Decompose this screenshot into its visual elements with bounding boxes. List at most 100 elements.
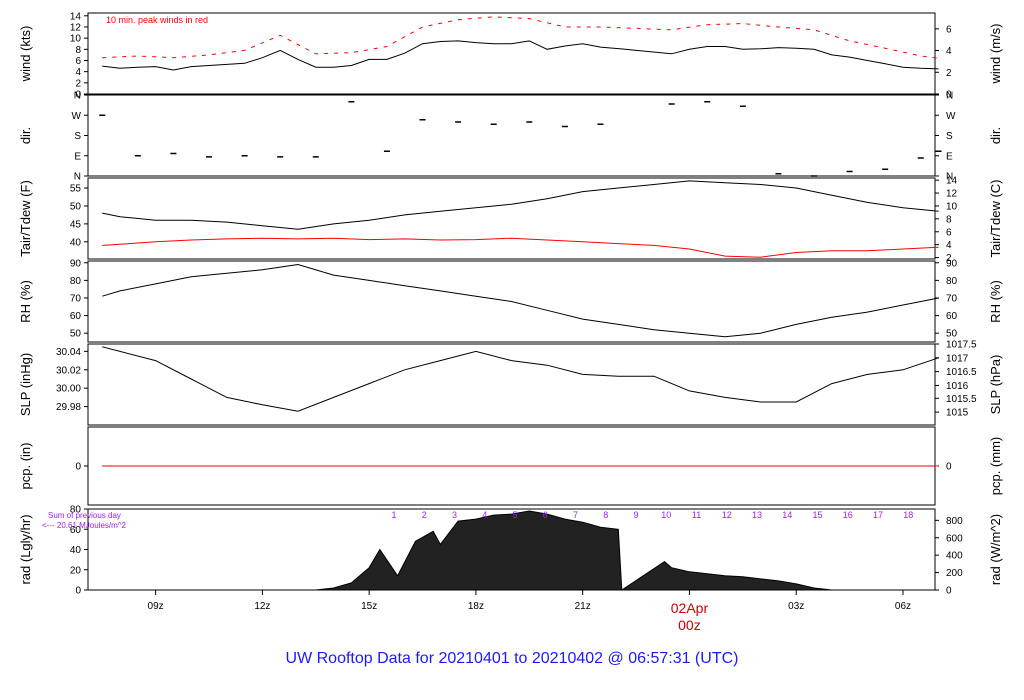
rad-area xyxy=(315,510,832,591)
rad-hour-label: 16 xyxy=(843,510,853,520)
tick-label-right: 400 xyxy=(946,551,963,562)
tick-label-left: 30.00 xyxy=(56,384,81,395)
rad-hour-label: 10 xyxy=(661,510,671,520)
panel-frame-wind xyxy=(87,12,936,95)
tick-label-left: N xyxy=(74,172,81,183)
tick-label-right: 4 xyxy=(946,240,952,251)
rad-hour-label: 7 xyxy=(573,510,578,520)
x-tick-label: 09z xyxy=(148,601,164,612)
rad-annotation-1: Sum of previous day xyxy=(48,511,121,520)
rad-hour-label: 1 xyxy=(392,510,397,520)
rad-hour-label: 4 xyxy=(482,510,487,520)
rad-hour-label: 14 xyxy=(782,510,792,520)
tick-label-right: 2 xyxy=(946,68,952,79)
tick-label-right: 0 xyxy=(946,90,952,101)
tick-label-right: 800 xyxy=(946,516,963,527)
tick-label-right: N xyxy=(946,172,953,183)
tick-label-left: 0 xyxy=(75,90,81,101)
tick-label-right: 1016.5 xyxy=(946,367,977,378)
tick-label-right: 1017.5 xyxy=(946,340,977,351)
tick-label-right: 2 xyxy=(946,253,952,264)
tick-label-right: 12 xyxy=(946,189,958,200)
tick-label-left: 40 xyxy=(70,545,82,556)
tick-label-right: 200 xyxy=(946,568,963,579)
ylabel-right-wind: wind (m/s) xyxy=(988,24,1003,85)
tick-label-left: E xyxy=(74,151,81,162)
rad-hour-label: 6 xyxy=(543,510,548,520)
wind-annotation: 10 min. peak winds in red xyxy=(106,15,208,25)
tick-label-left: 90 xyxy=(70,258,82,269)
tick-label-right: 1015.5 xyxy=(946,394,977,405)
slp-line xyxy=(102,346,939,412)
tick-label-right: 50 xyxy=(946,329,958,340)
x-day-label: 02Apr xyxy=(671,600,709,616)
ylabel-left-wind: wind (kts) xyxy=(18,26,33,83)
tick-label-right: 6 xyxy=(946,227,952,238)
tick-label-left: 80 xyxy=(70,505,82,516)
tick-label-left: 30.04 xyxy=(56,347,81,358)
ylabel-right-slp: SLP (hPa) xyxy=(988,355,1003,415)
tick-label-right: 60 xyxy=(946,311,958,322)
tick-label-right: 6 xyxy=(946,24,952,35)
ylabel-right-temp: Tair/Tdew (C) xyxy=(988,179,1003,257)
rad-hour-label: 12 xyxy=(722,510,732,520)
tick-label-left: 80 xyxy=(70,276,82,287)
ylabel-left-rh: RH (%) xyxy=(18,280,33,323)
tick-label-right: 8 xyxy=(946,214,952,225)
x-tick-label: 12z xyxy=(254,601,270,612)
tair-line xyxy=(102,180,939,230)
tick-label-left: 45 xyxy=(70,219,82,230)
rad-hour-label: 2 xyxy=(422,510,427,520)
panel-frame-dir xyxy=(87,94,936,177)
tick-label-right: 14 xyxy=(946,176,958,187)
ylabel-left-pcp: pcp. (in) xyxy=(18,443,33,490)
wind-speed-line xyxy=(102,40,939,71)
tick-label-right: 80 xyxy=(946,276,958,287)
tick-label-left: 10 xyxy=(70,34,82,45)
rad-hour-label: 13 xyxy=(752,510,762,520)
x-day-sub: 00z xyxy=(678,617,701,633)
tick-label-left: 14 xyxy=(70,11,82,22)
ylabel-left-temp: Tair/Tdew (F) xyxy=(18,180,33,257)
tick-label-right: E xyxy=(946,151,953,162)
tick-label-right: 70 xyxy=(946,293,958,304)
tick-label-left: 0 xyxy=(75,586,81,597)
rad-hour-label: 5 xyxy=(513,510,518,520)
tick-label-left: 60 xyxy=(70,525,82,536)
tick-label-left: 12 xyxy=(70,22,82,33)
rad-hour-label: 9 xyxy=(634,510,639,520)
rad-hour-label: 3 xyxy=(452,510,457,520)
rad-hour-label: 17 xyxy=(873,510,883,520)
tick-label-right: 1015 xyxy=(946,408,969,419)
tick-label-right: 0 xyxy=(946,586,952,597)
tick-label-right: W xyxy=(946,111,956,122)
tdew-line xyxy=(102,237,939,258)
tick-label-right: 10 xyxy=(946,201,958,212)
ylabel-left-rad: rad (Lgly/hr) xyxy=(18,514,33,584)
rad-hour-label: 11 xyxy=(692,510,701,520)
x-tick-label: 18z xyxy=(468,601,484,612)
rh-line xyxy=(102,263,939,338)
x-tick-label: 06z xyxy=(895,601,911,612)
rad-annotation-2: <--- 20.61 MJoules/m^2 xyxy=(42,521,127,530)
ylabel-right-dir: dir. xyxy=(988,127,1003,144)
x-tick-label: 03z xyxy=(788,601,804,612)
ylabel-right-pcp: pcp. (mm) xyxy=(988,437,1003,496)
tick-label-right: 4 xyxy=(946,46,952,57)
wind-peak-line xyxy=(102,16,939,59)
tick-label-left: W xyxy=(72,111,82,122)
tick-label-right: 1017 xyxy=(946,353,969,364)
tick-label-left: 50 xyxy=(70,201,82,212)
tick-label-left: 8 xyxy=(75,45,81,56)
tick-label-left: 55 xyxy=(70,184,82,195)
tick-label-left: 20 xyxy=(70,565,82,576)
tick-label-right: 1016 xyxy=(946,381,969,392)
tick-label-left: 4 xyxy=(75,67,81,78)
panel-frame-rh xyxy=(87,260,936,343)
ylabel-right-rh: RH (%) xyxy=(988,280,1003,323)
tick-label-left: 60 xyxy=(70,311,82,322)
tick-label-left: 40 xyxy=(70,237,82,248)
x-tick-label: 15z xyxy=(361,601,377,612)
tick-label-right: N xyxy=(946,91,953,102)
